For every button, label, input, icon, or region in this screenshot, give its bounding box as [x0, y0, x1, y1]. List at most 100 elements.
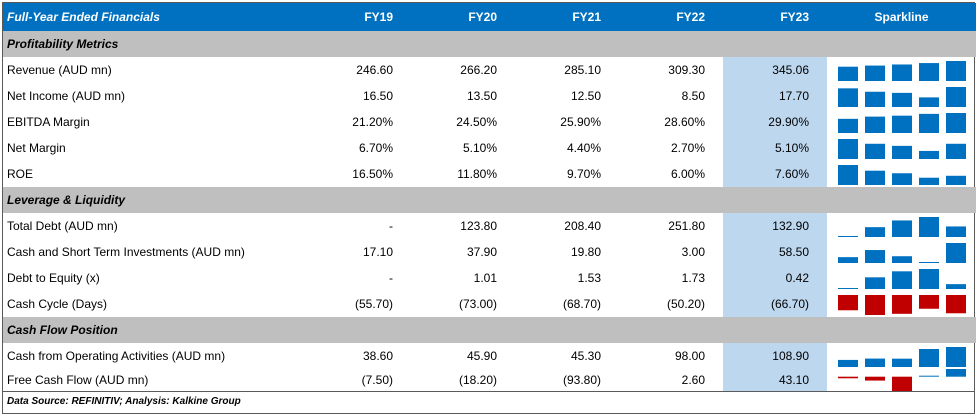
sparkline-chart [837, 87, 966, 107]
table-row: Net Income (AUD mn) 16.50 13.50 12.50 8.50 17… [3, 83, 976, 109]
value-cell: 17.70 [723, 83, 827, 109]
sparkline-cell [827, 213, 976, 239]
sparkline-cell [827, 291, 976, 317]
sparkline-bar [918, 113, 939, 133]
row-label: Cash Cycle (Days) [7, 297, 108, 311]
financials-table: Full-Year Ended Financials FY19 FY20 FY2… [3, 3, 976, 391]
value-cell: 5.10% [462, 141, 497, 155]
value-cell: - [389, 271, 393, 285]
sparkline-bar [891, 358, 912, 367]
value-cell: 24.50% [456, 115, 497, 129]
sparkline-bar [945, 226, 966, 237]
value-cell: 108.90 [723, 343, 827, 369]
value-cell: 28.60% [664, 115, 705, 129]
sparkline-chart [837, 369, 966, 391]
value-cell: 3.00 [681, 245, 705, 259]
value-cell: 2.70% [670, 141, 705, 155]
value-cell: 123.80 [460, 219, 497, 233]
value-cell: 6.70% [358, 141, 393, 155]
sparkline-bar [864, 358, 885, 367]
sparkline-chart [837, 61, 966, 81]
value-cell: 5.10% [723, 135, 827, 161]
section-title: Profitability Metrics [3, 31, 976, 57]
value-cell: 13.50 [466, 89, 497, 103]
section-header: Leverage & Liquidity [3, 187, 976, 213]
year-header-fy21: FY21 [515, 3, 619, 31]
value-cell: 4.40% [566, 141, 601, 155]
sparkline-chart [837, 347, 966, 367]
section-title: Cash Flow Position [3, 317, 976, 343]
value-cell: 11.80% [457, 167, 497, 181]
sparkline-bar [837, 88, 858, 107]
sparkline-bar [945, 284, 966, 289]
sparkline-chart [837, 295, 966, 315]
value-cell: 132.90 [723, 213, 827, 239]
row-label: Net Income (AUD mn) [7, 89, 126, 103]
table-row: Total Debt (AUD mn) - 123.80 208.40 251.80 13… [3, 213, 976, 239]
sparkline-bar [891, 173, 912, 185]
sparkline-bar [891, 271, 912, 289]
header-row: Full-Year Ended Financials FY19 FY20 FY2… [3, 3, 976, 31]
sparkline-bar [918, 269, 939, 289]
value-cell: 266.20 [460, 63, 497, 77]
sparkline-chart [837, 269, 966, 289]
sparkline-bar [891, 145, 912, 159]
row-label: EBITDA Margin [7, 115, 90, 129]
sparkline-bar [864, 376, 885, 381]
value-cell: 0.42 [723, 265, 827, 291]
value-cell: 251.80 [668, 219, 705, 233]
value-cell: 309.30 [668, 63, 705, 77]
table-title: Full-Year Ended Financials [3, 3, 283, 31]
value-cell: 98.00 [674, 349, 705, 363]
sparkline-chart [837, 113, 966, 133]
sparkline-bar [918, 150, 939, 159]
sparkline-bar [864, 277, 885, 289]
value-cell: (73.00) [458, 297, 497, 311]
sparkline-bar [918, 349, 939, 367]
sparkline-cell [827, 57, 976, 83]
value-cell: 19.80 [570, 245, 601, 259]
table-row: Cash and Short Term Investments (AUD mn)… [3, 239, 976, 265]
row-label: ROE [7, 167, 34, 181]
row-label: Cash and Short Term Investments (AUD mn) [7, 245, 245, 259]
sparkline-bar [837, 359, 858, 367]
value-cell: (7.50) [361, 373, 393, 387]
value-cell: 2.60 [681, 373, 705, 387]
sparkline-bar [945, 87, 966, 107]
row-label: Revenue (AUD mn) [7, 63, 112, 77]
sparkline-chart [837, 217, 966, 237]
sparkline-chart [837, 243, 966, 263]
sparkline-bar [837, 376, 858, 379]
year-header-fy22: FY22 [619, 3, 723, 31]
value-cell: 7.60% [723, 161, 827, 187]
sparkline-bar [864, 116, 885, 133]
sparkline-bar [837, 118, 858, 133]
value-cell: 16.50% [352, 167, 393, 181]
row-label: Cash from Operating Activities (AUD mn) [7, 349, 226, 363]
sparkline-bar [891, 220, 912, 237]
sparkline-chart [837, 165, 966, 185]
value-cell: 16.50 [362, 89, 393, 103]
table-row: EBITDA Margin 21.20% 24.50% 25.90% 28.60% 29.… [3, 109, 976, 135]
sparkline-bar [945, 143, 966, 159]
sparkline-bar [945, 175, 966, 185]
value-cell: (18.20) [458, 373, 497, 387]
value-cell: 1.73 [681, 271, 705, 285]
value-cell: 6.00% [670, 167, 705, 181]
value-cell: 208.40 [564, 219, 601, 233]
sparkline-bar [918, 375, 939, 377]
sparkline-bar [918, 261, 939, 263]
sparkline-header: Sparkline [827, 3, 976, 31]
sparkline-bar [945, 295, 966, 314]
value-cell: (66.70) [723, 291, 827, 317]
sparkline-bar [837, 139, 858, 159]
sparkline-bar [864, 65, 885, 81]
value-cell: 9.70% [566, 167, 601, 181]
value-cell: 8.50 [681, 89, 705, 103]
table-row: Revenue (AUD mn) 246.60 266.20 285.10 309.30… [3, 57, 976, 83]
table-row: Net Margin 6.70% 5.10% 4.40% 2.70% 5.10% [3, 135, 976, 161]
sparkline-bar [945, 113, 966, 133]
year-header-fy23: FY23 [723, 3, 827, 31]
value-cell: 1.53 [577, 271, 601, 285]
